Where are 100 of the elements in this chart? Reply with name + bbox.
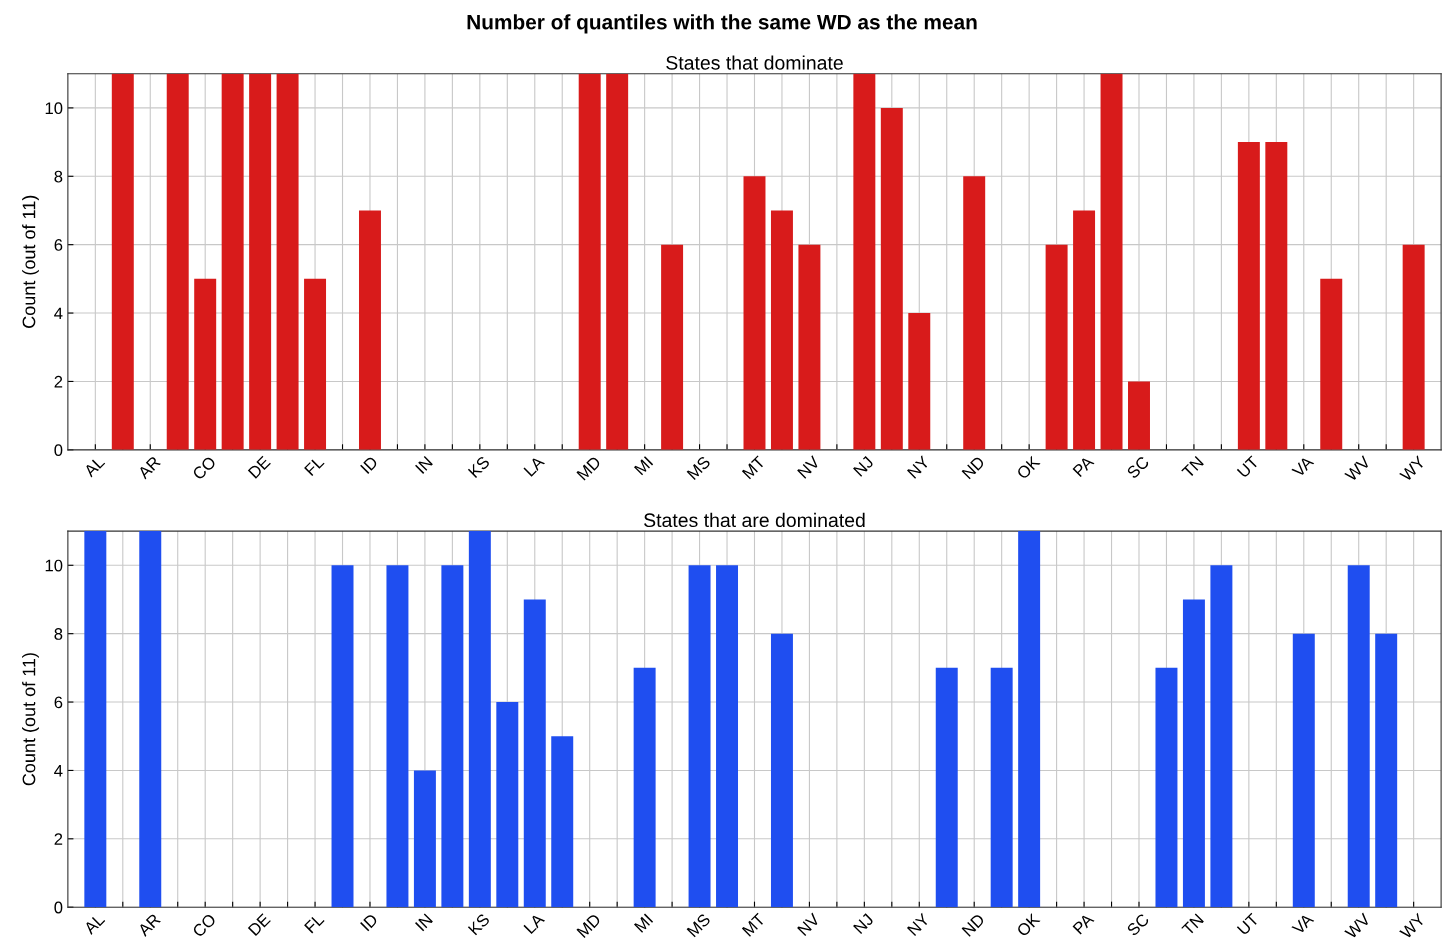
chart-title: States that are dominated: [644, 512, 865, 528]
bar: [523, 599, 546, 908]
bar: [551, 736, 574, 908]
bar: [770, 210, 793, 450]
bar: [908, 313, 931, 450]
x-tick-label: KS: [467, 455, 491, 479]
bar: [111, 73, 134, 450]
bar: [304, 278, 327, 450]
x-tick-label: LA: [523, 912, 545, 935]
bar: [1237, 142, 1260, 450]
y-tick-label: 4: [54, 307, 63, 320]
bar: [990, 667, 1013, 908]
x-tick-label: VA: [1291, 912, 1315, 936]
x-tick-label: ID: [360, 913, 379, 932]
bar: [770, 633, 793, 908]
x-tick-label: FL: [304, 912, 325, 934]
y-axis-title: Count (out of 11): [22, 195, 39, 328]
x-tick-label: WV: [1344, 455, 1372, 483]
y-tick-label: 2: [54, 833, 63, 845]
bar: [331, 565, 354, 908]
x-tick-label: NV: [797, 455, 821, 479]
x-tick-label: MI: [633, 913, 654, 933]
bar: [963, 176, 986, 450]
bar: [1347, 565, 1370, 908]
bar: [468, 531, 491, 908]
x-tick-label: PA: [1072, 455, 1095, 478]
bar: [221, 73, 244, 450]
bar: [688, 565, 711, 908]
x-tick-label: KS: [467, 912, 491, 936]
x-tick-label: TN: [1181, 913, 1204, 937]
bar: [413, 770, 436, 908]
bar: [853, 73, 876, 450]
x-tick-label: IN: [415, 456, 433, 474]
x-tick-label: WY: [1399, 455, 1426, 483]
x-tick-label: MI: [633, 456, 654, 476]
x-tick-label: MS: [686, 455, 712, 481]
y-tick-label: 6: [54, 239, 63, 251]
y-tick-label: 8: [54, 170, 63, 183]
y-tick-label: 0: [54, 444, 63, 457]
y-tick-label: 0: [54, 901, 63, 914]
x-tick-label: FL: [304, 455, 325, 477]
y-tick-label: 4: [54, 765, 63, 777]
bar: [935, 667, 958, 908]
x-tick-label: IN: [415, 913, 433, 932]
x-tick-label: ND: [961, 455, 986, 480]
x-tick-label: NJ: [853, 455, 874, 477]
x-tick-label: AR: [137, 455, 161, 480]
bar: [496, 702, 519, 908]
x-tick-label: NY: [907, 455, 931, 479]
bar: [1018, 531, 1041, 908]
bar: [1320, 278, 1343, 450]
x-tick-label: AL: [83, 455, 106, 478]
bar: [441, 565, 464, 908]
bar: [1402, 244, 1425, 450]
bar: [661, 244, 684, 450]
x-tick-label: OK: [1016, 455, 1041, 480]
x-tick-label: MD: [576, 913, 602, 938]
bar: [1182, 599, 1205, 908]
bar: [1210, 565, 1233, 908]
bar: [1073, 210, 1096, 450]
x-tick-label: MD: [576, 455, 602, 481]
x-tick-label: OK: [1016, 912, 1041, 938]
bar: [606, 73, 629, 450]
x-tick-label: NJ: [853, 913, 874, 935]
bar: [1292, 633, 1315, 908]
bar: [1100, 73, 1123, 450]
x-tick-label: DE: [247, 455, 271, 479]
chart-subtitle: States that dominate: [666, 55, 843, 70]
y-tick-label: 2: [54, 375, 63, 388]
x-tick-label: CO: [191, 455, 217, 481]
bar: [166, 73, 189, 450]
x-tick-label: MS: [686, 912, 712, 938]
x-tick-label: SC: [1126, 912, 1150, 937]
y-tick-label: 10: [45, 559, 63, 572]
x-tick-label: AL: [83, 912, 106, 935]
x-tick-label: MT: [741, 912, 766, 937]
x-tick-label: LA: [523, 455, 545, 477]
x-tick-label: WY: [1399, 912, 1426, 940]
bar: [194, 278, 217, 450]
x-tick-label: NV: [797, 912, 821, 937]
x-tick-label: SC: [1126, 455, 1150, 480]
bar: [1265, 142, 1288, 450]
y-tick-label: 6: [54, 696, 63, 709]
x-tick-label: ID: [360, 455, 379, 474]
bar: [1155, 667, 1178, 908]
y-tick-label: 8: [54, 628, 63, 640]
bar: [1045, 244, 1068, 450]
x-tick-label: VA: [1291, 455, 1315, 479]
y-tick-label: 10: [45, 102, 63, 115]
bar: [139, 531, 162, 908]
bar: [798, 244, 821, 450]
bar: [1375, 633, 1398, 908]
x-tick-label: MT: [741, 455, 766, 480]
bar: [743, 176, 766, 450]
bar: [386, 565, 409, 908]
bar: [1128, 381, 1150, 450]
bar: [359, 210, 381, 450]
x-tick-label: NY: [907, 912, 931, 937]
bar: [276, 73, 299, 450]
bar: [716, 565, 739, 908]
